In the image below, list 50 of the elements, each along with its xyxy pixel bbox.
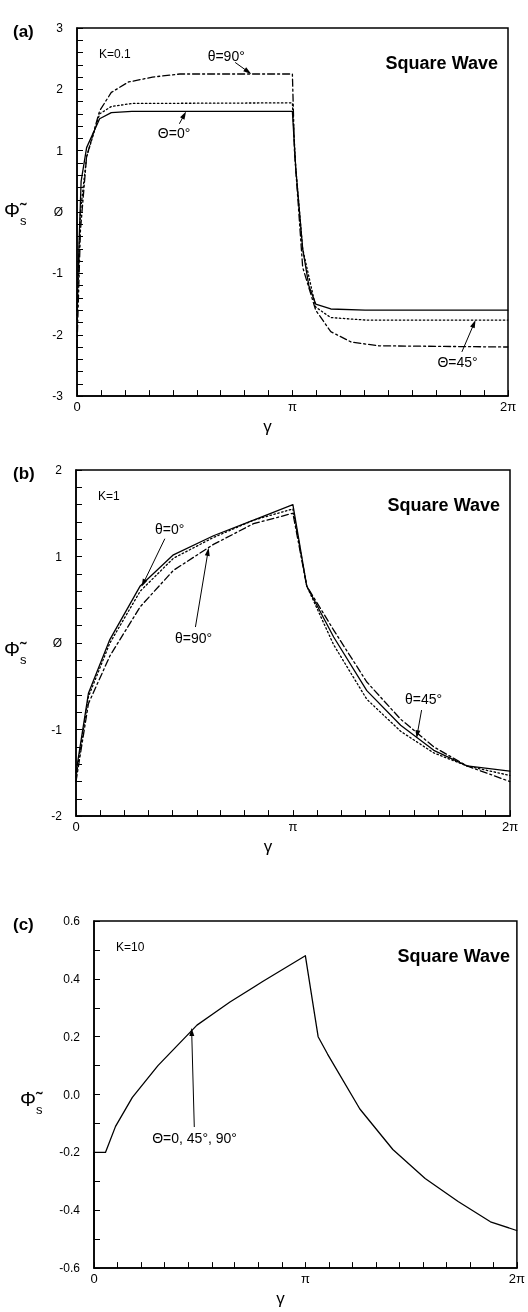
y-tick-label: 2 — [56, 82, 64, 97]
annotation: Θ=0° — [157, 125, 191, 142]
annotation: θ=0° — [154, 520, 185, 537]
x-axis-title: γ — [263, 837, 273, 856]
y-tick-label: -1 — [52, 266, 64, 281]
y-tick-label: 1 — [55, 549, 63, 564]
x-axis-title: γ — [263, 417, 273, 436]
annotation: K=1 — [98, 489, 121, 503]
chart-title: (a) — [13, 22, 34, 41]
y-tick-label: 2 — [55, 463, 63, 477]
x-tick-label: 2π — [499, 399, 517, 415]
y-axis-title: Φ̃$_{s}$ — [4, 199, 27, 228]
x-tick-label: π — [288, 399, 298, 415]
y-axis-title: Φ̃$_{s}$ — [4, 638, 27, 667]
y-tick-label: -2 — [51, 809, 63, 824]
y-tick-label: 0.0 — [63, 1087, 81, 1102]
x-tick-label: 0 — [73, 399, 81, 415]
y-tick-label: 0.4 — [63, 971, 81, 986]
annotation: K=10 — [116, 940, 145, 954]
y-tick-label: -2 — [52, 327, 64, 342]
y-tick-label: -0.2 — [59, 1145, 81, 1160]
x-tick-label: 2π — [508, 1271, 526, 1287]
x-tick-label: 0 — [72, 819, 80, 835]
y-tick-label: Ø — [52, 636, 62, 651]
y-tick-label: 0.6 — [63, 914, 81, 928]
annotation: Θ=45° — [437, 354, 478, 371]
annotation: θ=90° — [207, 48, 245, 65]
y-tick-label: -0.4 — [59, 1203, 81, 1218]
y-tick-label: 1 — [56, 143, 64, 158]
x-tick-label: 2π — [501, 819, 519, 835]
y-tick-label: 0.2 — [63, 1029, 81, 1044]
x-tick-label: 0 — [90, 1271, 98, 1287]
x-tick-label: π — [288, 819, 298, 835]
y-axis-title: Φ̃$_{s}$ — [20, 1087, 43, 1116]
annotation: Square Wave — [397, 946, 510, 966]
x-tick-label: π — [300, 1271, 310, 1287]
y-tick-label: 3 — [56, 21, 64, 35]
annotation: θ=45° — [404, 691, 443, 708]
annotation: Θ=0, 45°, 90° — [152, 1130, 237, 1147]
chart-title: (c) — [13, 915, 34, 934]
annotation: Square Wave — [387, 495, 500, 515]
annotation: Square Wave — [385, 53, 498, 73]
chart-title: (b) — [13, 464, 35, 483]
annotation: K=0.1 — [99, 47, 132, 61]
x-axis-title: γ — [276, 1289, 286, 1308]
y-tick-label: -0.6 — [59, 1261, 81, 1276]
annotation: θ=90° — [175, 629, 213, 646]
y-tick-label: -3 — [52, 389, 64, 404]
y-tick-label: -1 — [51, 722, 63, 737]
y-tick-label: Ø — [53, 205, 63, 220]
